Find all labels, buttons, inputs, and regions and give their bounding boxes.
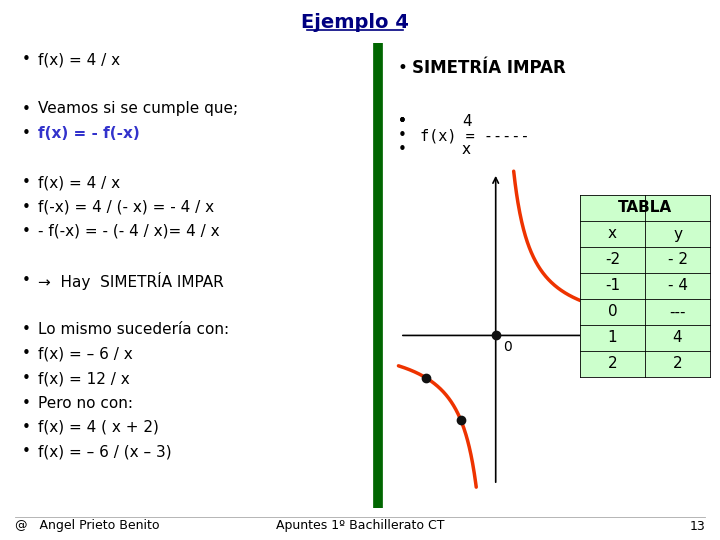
Text: •: • xyxy=(22,126,31,141)
Text: f(x) = 12 / x: f(x) = 12 / x xyxy=(38,371,130,386)
Text: 1: 1 xyxy=(608,330,617,346)
Text: •: • xyxy=(398,114,407,130)
Text: - f(-x) = - (- 4 / x)= 4 / x: - f(-x) = - (- 4 / x)= 4 / x xyxy=(38,224,220,239)
Text: TABLA: TABLA xyxy=(618,200,672,215)
Text: x: x xyxy=(462,143,471,158)
Text: - 4: - 4 xyxy=(667,279,688,294)
Text: •: • xyxy=(22,347,31,361)
Text: •: • xyxy=(22,371,31,386)
Text: Lo mismo sucedería con:: Lo mismo sucedería con: xyxy=(38,322,229,337)
Text: •: • xyxy=(22,322,31,337)
Text: f(-x) = 4 / (- x) = - 4 / x: f(-x) = 4 / (- x) = - 4 / x xyxy=(38,199,214,214)
Text: Pero no con:: Pero no con: xyxy=(38,395,133,410)
Text: •: • xyxy=(398,129,407,144)
Text: 0: 0 xyxy=(608,305,617,320)
Text: •: • xyxy=(398,114,407,130)
Text: •: • xyxy=(22,420,31,435)
Text: Ejemplo 4: Ejemplo 4 xyxy=(301,12,409,31)
Text: •: • xyxy=(22,273,31,288)
Text: -2: -2 xyxy=(605,253,620,267)
Text: •: • xyxy=(22,52,31,68)
Text: f(x) = - f(-x): f(x) = - f(-x) xyxy=(38,126,140,141)
Text: x: x xyxy=(608,226,617,241)
Text: •: • xyxy=(22,224,31,239)
Text: -1: -1 xyxy=(605,279,620,294)
Text: @   Angel Prieto Benito: @ Angel Prieto Benito xyxy=(15,519,160,532)
Text: •: • xyxy=(398,143,407,158)
Text: •: • xyxy=(22,395,31,410)
Text: y: y xyxy=(673,226,682,241)
Text: ---: --- xyxy=(670,305,685,320)
Text: →  Hay  SIMETRÍA IMPAR: → Hay SIMETRÍA IMPAR xyxy=(38,272,224,289)
Text: 2: 2 xyxy=(608,356,617,372)
Text: 4: 4 xyxy=(672,330,683,346)
Text: f(x) = 4 / x: f(x) = 4 / x xyxy=(38,52,120,68)
Text: - 2: - 2 xyxy=(667,253,688,267)
Text: f(x) = 4 ( x + 2): f(x) = 4 ( x + 2) xyxy=(38,420,159,435)
Text: •: • xyxy=(22,444,31,460)
Text: •: • xyxy=(22,199,31,214)
Text: •: • xyxy=(398,114,407,130)
Text: 13: 13 xyxy=(689,519,705,532)
Text: f(x) = – 6 / (x – 3): f(x) = – 6 / (x – 3) xyxy=(38,444,171,460)
Text: Veamos si se cumple que;: Veamos si se cumple que; xyxy=(38,102,238,117)
Text: f(x) = 4 / x: f(x) = 4 / x xyxy=(38,175,120,190)
Text: •: • xyxy=(22,102,31,117)
Text: f(x) = -----: f(x) = ----- xyxy=(420,129,529,144)
Text: SIMETRÍA IMPAR: SIMETRÍA IMPAR xyxy=(412,59,566,77)
Bar xyxy=(580,195,710,377)
Text: 4: 4 xyxy=(462,114,472,130)
Text: •: • xyxy=(22,175,31,190)
Text: 2: 2 xyxy=(672,356,683,372)
Text: Apuntes 1º Bachillerato CT: Apuntes 1º Bachillerato CT xyxy=(276,519,444,532)
Text: •: • xyxy=(398,59,408,77)
Text: f(x) = – 6 / x: f(x) = – 6 / x xyxy=(38,347,132,361)
Text: 0: 0 xyxy=(503,340,511,354)
